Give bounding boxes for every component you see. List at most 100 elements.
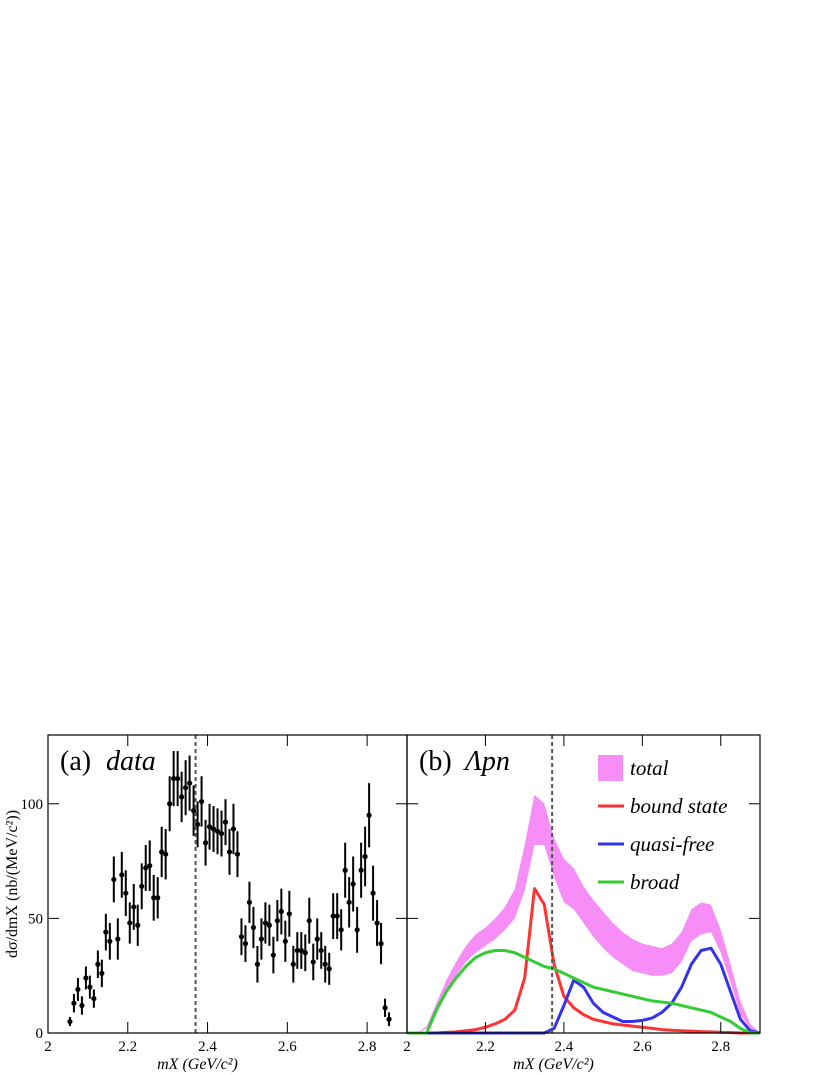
data-point <box>107 938 113 944</box>
data-point <box>306 918 312 924</box>
data-point <box>71 1000 77 1006</box>
panel-title: Λpn <box>462 746 510 777</box>
data-point <box>366 812 372 818</box>
data-point <box>222 819 229 825</box>
data-point <box>155 895 161 901</box>
x-axis-label: mX (GeV/c²) <box>157 1056 238 1073</box>
x-tick-label: 2.4 <box>555 1039 574 1055</box>
data-point <box>167 801 173 807</box>
data-point <box>95 961 101 967</box>
x-tick-label: 2 <box>403 1039 411 1055</box>
x-tick-label: 2 <box>44 1039 52 1055</box>
line <box>407 887 760 1035</box>
data-point <box>294 947 300 954</box>
data-point <box>218 830 225 837</box>
data-point <box>67 1018 73 1025</box>
data-point <box>274 918 280 924</box>
data-point <box>210 826 217 832</box>
data-point <box>354 927 360 933</box>
data-point <box>298 947 304 954</box>
data-point <box>234 851 241 857</box>
data-point <box>179 794 185 800</box>
data-point <box>214 828 221 834</box>
data-point <box>350 881 356 887</box>
data-point <box>246 899 253 905</box>
x-tick-label: 2.2 <box>476 1039 495 1055</box>
y-axis-label: dσ/dmX (nb/(MeV/c²)) <box>4 810 21 958</box>
data-point <box>242 941 249 947</box>
data-point <box>202 840 209 846</box>
data-point <box>254 961 261 967</box>
data-point <box>183 785 189 791</box>
data-point <box>330 913 336 919</box>
data-point <box>362 853 368 860</box>
legend-label: broad <box>630 870 680 894</box>
data-point <box>282 938 288 944</box>
x-tick-label: 2.6 <box>633 1039 652 1055</box>
data-point <box>270 952 276 958</box>
data-point <box>262 920 268 926</box>
legend-label: quasi-free <box>630 832 714 856</box>
data-point <box>266 922 272 928</box>
data-point <box>187 780 193 786</box>
data-point <box>310 959 316 965</box>
data-point <box>286 911 292 917</box>
data-point <box>123 890 129 896</box>
panel-title: data <box>106 746 156 777</box>
data-point <box>386 1016 392 1022</box>
data-point <box>143 865 149 871</box>
legend-label: bound state <box>630 794 727 818</box>
data-point <box>370 890 376 896</box>
data-point <box>250 924 257 931</box>
legend-swatch <box>598 755 623 781</box>
data-point <box>111 876 117 883</box>
x-tick-label: 2.4 <box>198 1039 217 1055</box>
data-point <box>226 849 233 855</box>
data-point <box>91 996 97 1002</box>
data-point <box>334 913 340 919</box>
line <box>407 948 760 1035</box>
data-point <box>115 936 121 942</box>
y-tick-label: 0 <box>36 1026 44 1042</box>
y-tick-label: 50 <box>28 911 43 927</box>
data-point <box>358 867 364 873</box>
band <box>407 794 760 1033</box>
data-point <box>79 1002 85 1009</box>
data-point <box>374 920 380 926</box>
data-point <box>171 775 177 782</box>
data-point <box>346 899 352 905</box>
panel-label: (b) <box>419 746 452 777</box>
data-point <box>378 941 384 947</box>
data-point <box>151 895 157 901</box>
data-point <box>258 936 265 942</box>
data-point <box>87 984 93 990</box>
data-point <box>322 961 328 967</box>
data-point <box>127 920 133 926</box>
data-point <box>175 775 181 782</box>
data-point <box>190 808 197 814</box>
data-point <box>147 863 153 869</box>
plot-frame <box>406 734 761 1034</box>
data-point <box>326 966 332 972</box>
data-point <box>206 824 213 830</box>
data-point <box>198 798 205 805</box>
data-point <box>135 922 141 928</box>
data-point <box>99 970 105 977</box>
data-point <box>290 961 296 967</box>
data-point <box>83 975 89 981</box>
data-point <box>75 986 81 993</box>
data-point <box>342 867 348 873</box>
x-tick-label: 2.8 <box>358 1039 377 1055</box>
data-point <box>119 872 125 878</box>
x-axis-label: mX (GeV/c²) <box>513 1056 594 1073</box>
legend-label: total <box>630 756 669 780</box>
data-point <box>139 883 145 889</box>
data-point <box>230 826 237 832</box>
x-tick-label: 2.2 <box>118 1039 137 1055</box>
data-point <box>338 927 344 933</box>
data-point <box>163 851 169 857</box>
data-point <box>159 849 165 855</box>
data-point <box>278 908 284 915</box>
data-point <box>314 936 320 942</box>
